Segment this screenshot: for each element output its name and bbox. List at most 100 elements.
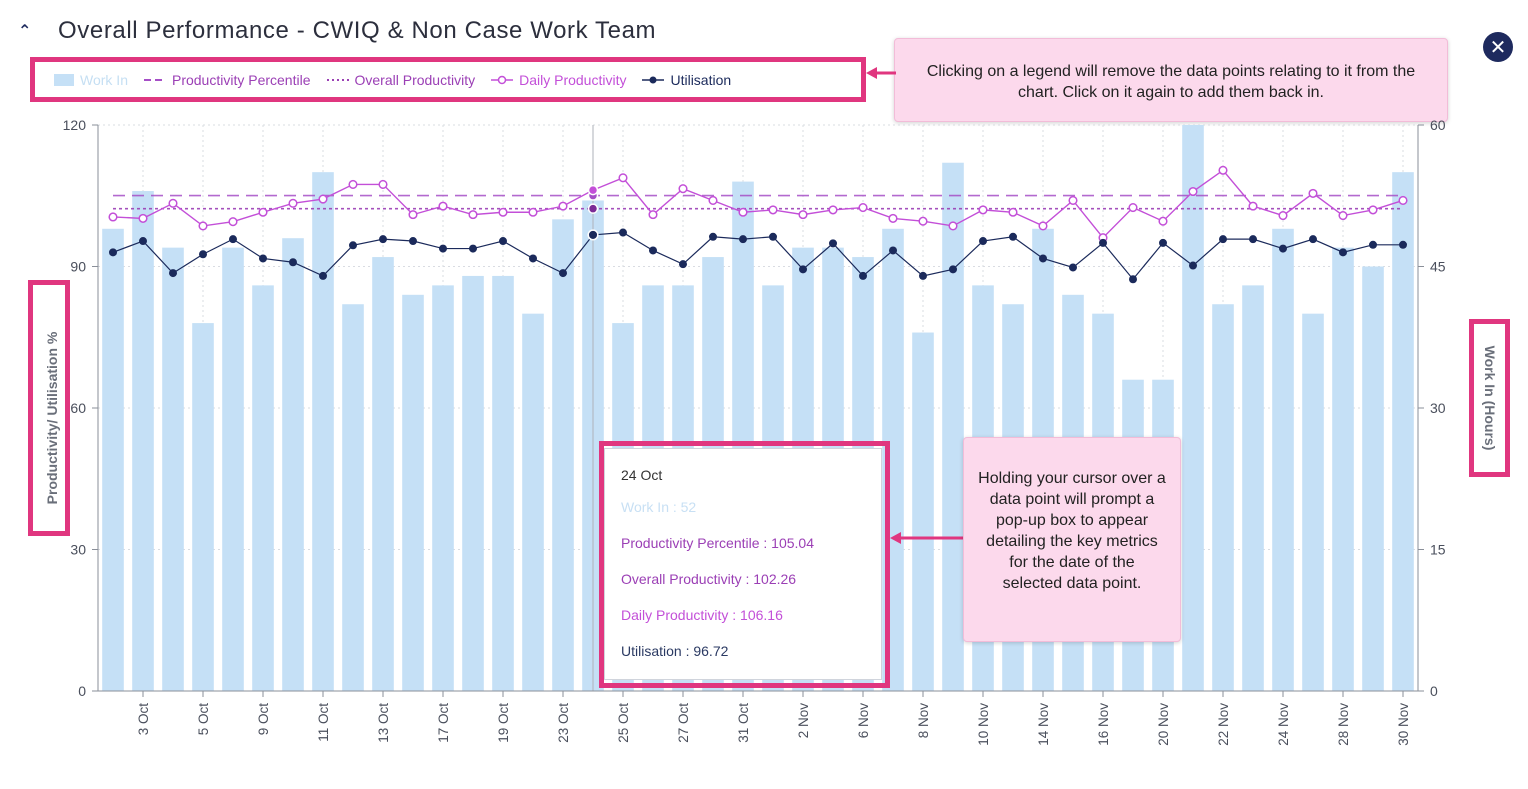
point-utilisation [199,250,207,259]
point-daily-productivity [858,202,868,213]
point-daily-productivity [1068,195,1078,206]
point-daily-productivity [918,216,928,226]
point-utilisation [949,265,957,274]
bar-work-in [942,162,964,691]
x-tick-label: 10 Nov [976,703,991,746]
point-daily-productivity [198,221,208,231]
x-tick-label: 14 Nov [1036,703,1051,746]
point-utilisation [499,237,507,246]
point-daily-productivity [1338,211,1348,221]
x-tick-label: 16 Nov [1096,703,1111,746]
point-utilisation [1099,238,1107,247]
right-axis-highlight-box [1469,319,1510,477]
x-tick-label: 25 Oct [616,703,631,743]
x-tick-label: 2 Nov [796,703,811,739]
point-utilisation [559,269,567,278]
legend-item-utilisation[interactable]: Utilisation [642,72,731,88]
tooltip-productivity-percentile: Productivity Percentile : 105.04 [621,535,814,551]
x-tick-label: 19 Oct [496,703,511,743]
point-highlight [587,184,599,196]
point-daily-productivity [168,198,178,208]
x-tick-label: 27 Oct [676,703,691,743]
line-daily-productivity [112,169,1404,239]
point-utilisation [679,260,687,269]
arrow-left-icon [866,67,896,79]
y2-tick-label: 15 [1430,542,1446,558]
left-axis-highlight-box [28,280,70,536]
point-daily-productivity [798,210,808,220]
point-utilisation [169,269,177,278]
legend-item-work-in[interactable]: Work In [54,72,128,88]
legend-help-callout: Clicking on a legend will remove the dat… [894,38,1448,122]
legend-item-overall-productivity[interactable]: Overall Productivity [326,72,476,88]
point-daily-productivity [258,207,268,217]
point-daily-productivity [1158,216,1168,226]
point-daily-productivity [1368,205,1378,215]
bar-work-in [1362,266,1384,691]
point-daily-productivity [978,205,988,215]
point-daily-productivity [1098,233,1108,243]
bar-work-in [192,323,214,691]
hollow-marker-line-icon [491,75,514,85]
point-daily-productivity [678,184,688,194]
point-daily-productivity [378,179,388,189]
chevron-up-icon[interactable]: ⌃ [18,23,32,40]
page-title: Overall Performance - CWIQ & Non Case Wo… [58,17,657,44]
point-utilisation [229,235,237,244]
x-tick-label: 8 Nov [916,703,931,739]
point-utilisation [1279,244,1287,253]
point-utilisation [799,265,807,274]
legend-label: Utilisation [670,72,732,88]
tooltip-work-in: Work In : 52 [621,499,697,515]
x-tick-label: 13 Oct [376,703,391,743]
point-daily-productivity [438,201,448,211]
bar-work-in [102,228,124,691]
tooltip-overall-productivity: Overall Productivity : 102.26 [621,571,797,587]
x-tick-label: 5 Oct [196,703,211,736]
tooltip-highlight-box [599,441,890,688]
x-tick-label: 11 Oct [316,703,331,742]
x-tick-label: 31 Oct [736,703,751,743]
legend-item-daily-productivity[interactable]: Daily Productivity [491,72,626,88]
y-tick-label: 120 [63,117,87,133]
point-utilisation [529,254,537,263]
point-daily-productivity [288,198,298,208]
point-highlight [587,203,599,214]
point-daily-productivity [498,207,508,217]
line-utilisation [112,231,1403,281]
point-daily-productivity [318,194,328,204]
point-daily-productivity [138,213,148,223]
x-tick-label: 20 Nov [1156,703,1171,746]
legend-label: Daily Productivity [519,72,627,88]
close-icon[interactable]: ✕ [1483,32,1513,62]
point-utilisation [1339,248,1347,257]
point-utilisation [349,241,357,250]
tooltip-daily-productivity: Daily Productivity : 106.16 [621,607,783,623]
point-daily-productivity [1188,186,1198,197]
bar-work-in [462,275,484,691]
tooltip-date: 24 Oct [621,467,663,483]
point-utilisation [379,235,387,244]
x-tick-label: 28 Nov [1336,703,1351,746]
bar-work-in [162,247,184,691]
bar-work-in [402,294,424,691]
y-tick-label: 60 [70,400,86,416]
point-utilisation [1219,235,1227,244]
y-tick-label: 0 [78,683,86,699]
legend-label: Overall Productivity [354,72,476,88]
legend-item-productivity-percentile[interactable]: Productivity Percentile [143,72,311,88]
x-tick-label: 9 Oct [256,703,271,736]
x-tick-label: 6 Nov [856,703,871,739]
point-utilisation [769,232,777,241]
bar-work-in [342,304,364,691]
point-daily-productivity [408,210,418,220]
point-daily-productivity [948,221,958,231]
point-daily-productivity [1008,207,1018,217]
point-utilisation [589,230,597,239]
point-utilisation [139,237,147,246]
point-utilisation [409,237,417,246]
bar-work-in [1302,313,1324,691]
y2-tick-label: 0 [1430,683,1438,699]
legend-label: Productivity Percentile [171,72,311,88]
bar-work-in [1212,304,1234,691]
